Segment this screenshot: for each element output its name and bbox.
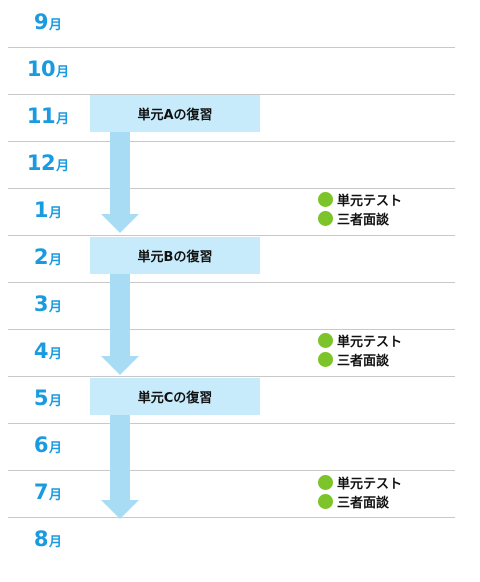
review-label: 単元Aの復習 xyxy=(137,108,213,123)
month-row-5: 5月 xyxy=(8,376,455,424)
month-label: 12月 xyxy=(26,151,70,175)
review-label: 単元Bの復習 xyxy=(137,250,213,265)
review-box-unit-a: 単元Aの復習 xyxy=(90,95,260,132)
down-arrow-icon xyxy=(101,274,139,375)
down-arrow-icon xyxy=(101,132,139,233)
event-item: 単元テスト xyxy=(318,331,402,350)
month-row-12: 12月 xyxy=(8,141,455,189)
month-row-7: 7月 xyxy=(8,470,455,518)
month-label: 2月 xyxy=(33,245,63,269)
month-label: 1月 xyxy=(33,198,63,222)
month-row-1: 1月 xyxy=(8,188,455,236)
green-dot-icon xyxy=(318,333,333,348)
month-row-4: 4月 xyxy=(8,329,455,377)
month-label: 6月 xyxy=(33,433,63,457)
event-item: 単元テスト xyxy=(318,190,402,209)
month-row-3: 3月 xyxy=(8,282,455,330)
event-item: 三者面談 xyxy=(318,350,402,369)
month-row-2: 2月 xyxy=(8,235,455,283)
month-row-8: 8月 xyxy=(8,517,455,564)
review-label: 単元Cの復習 xyxy=(137,391,213,406)
month-label: 3月 xyxy=(33,292,63,316)
event-item: 三者面談 xyxy=(318,209,402,228)
green-dot-icon xyxy=(318,475,333,490)
month-label: 7月 xyxy=(33,480,63,504)
event-group: 単元テスト 三者面談 xyxy=(318,190,402,228)
event-item: 三者面談 xyxy=(318,492,402,511)
down-arrow-icon xyxy=(101,414,139,519)
event-group: 単元テスト 三者面談 xyxy=(318,473,402,511)
month-row-6: 6月 xyxy=(8,423,455,471)
green-dot-icon xyxy=(318,494,333,509)
month-row-10: 10月 xyxy=(8,47,455,95)
green-dot-icon xyxy=(318,211,333,226)
month-label: 5月 xyxy=(33,386,63,410)
month-label: 9月 xyxy=(33,10,63,34)
month-row-9: 9月 xyxy=(8,0,455,48)
event-item: 単元テスト xyxy=(318,473,402,492)
green-dot-icon xyxy=(318,192,333,207)
review-box-unit-b: 単元Bの復習 xyxy=(90,237,260,274)
review-box-unit-c: 単元Cの復習 xyxy=(90,378,260,415)
green-dot-icon xyxy=(318,352,333,367)
month-row-11: 11月 xyxy=(8,94,455,142)
month-label: 4月 xyxy=(33,339,63,363)
month-label: 8月 xyxy=(33,527,63,551)
event-group: 単元テスト 三者面談 xyxy=(318,331,402,369)
month-label: 11月 xyxy=(26,104,70,128)
month-label: 10月 xyxy=(26,57,70,81)
